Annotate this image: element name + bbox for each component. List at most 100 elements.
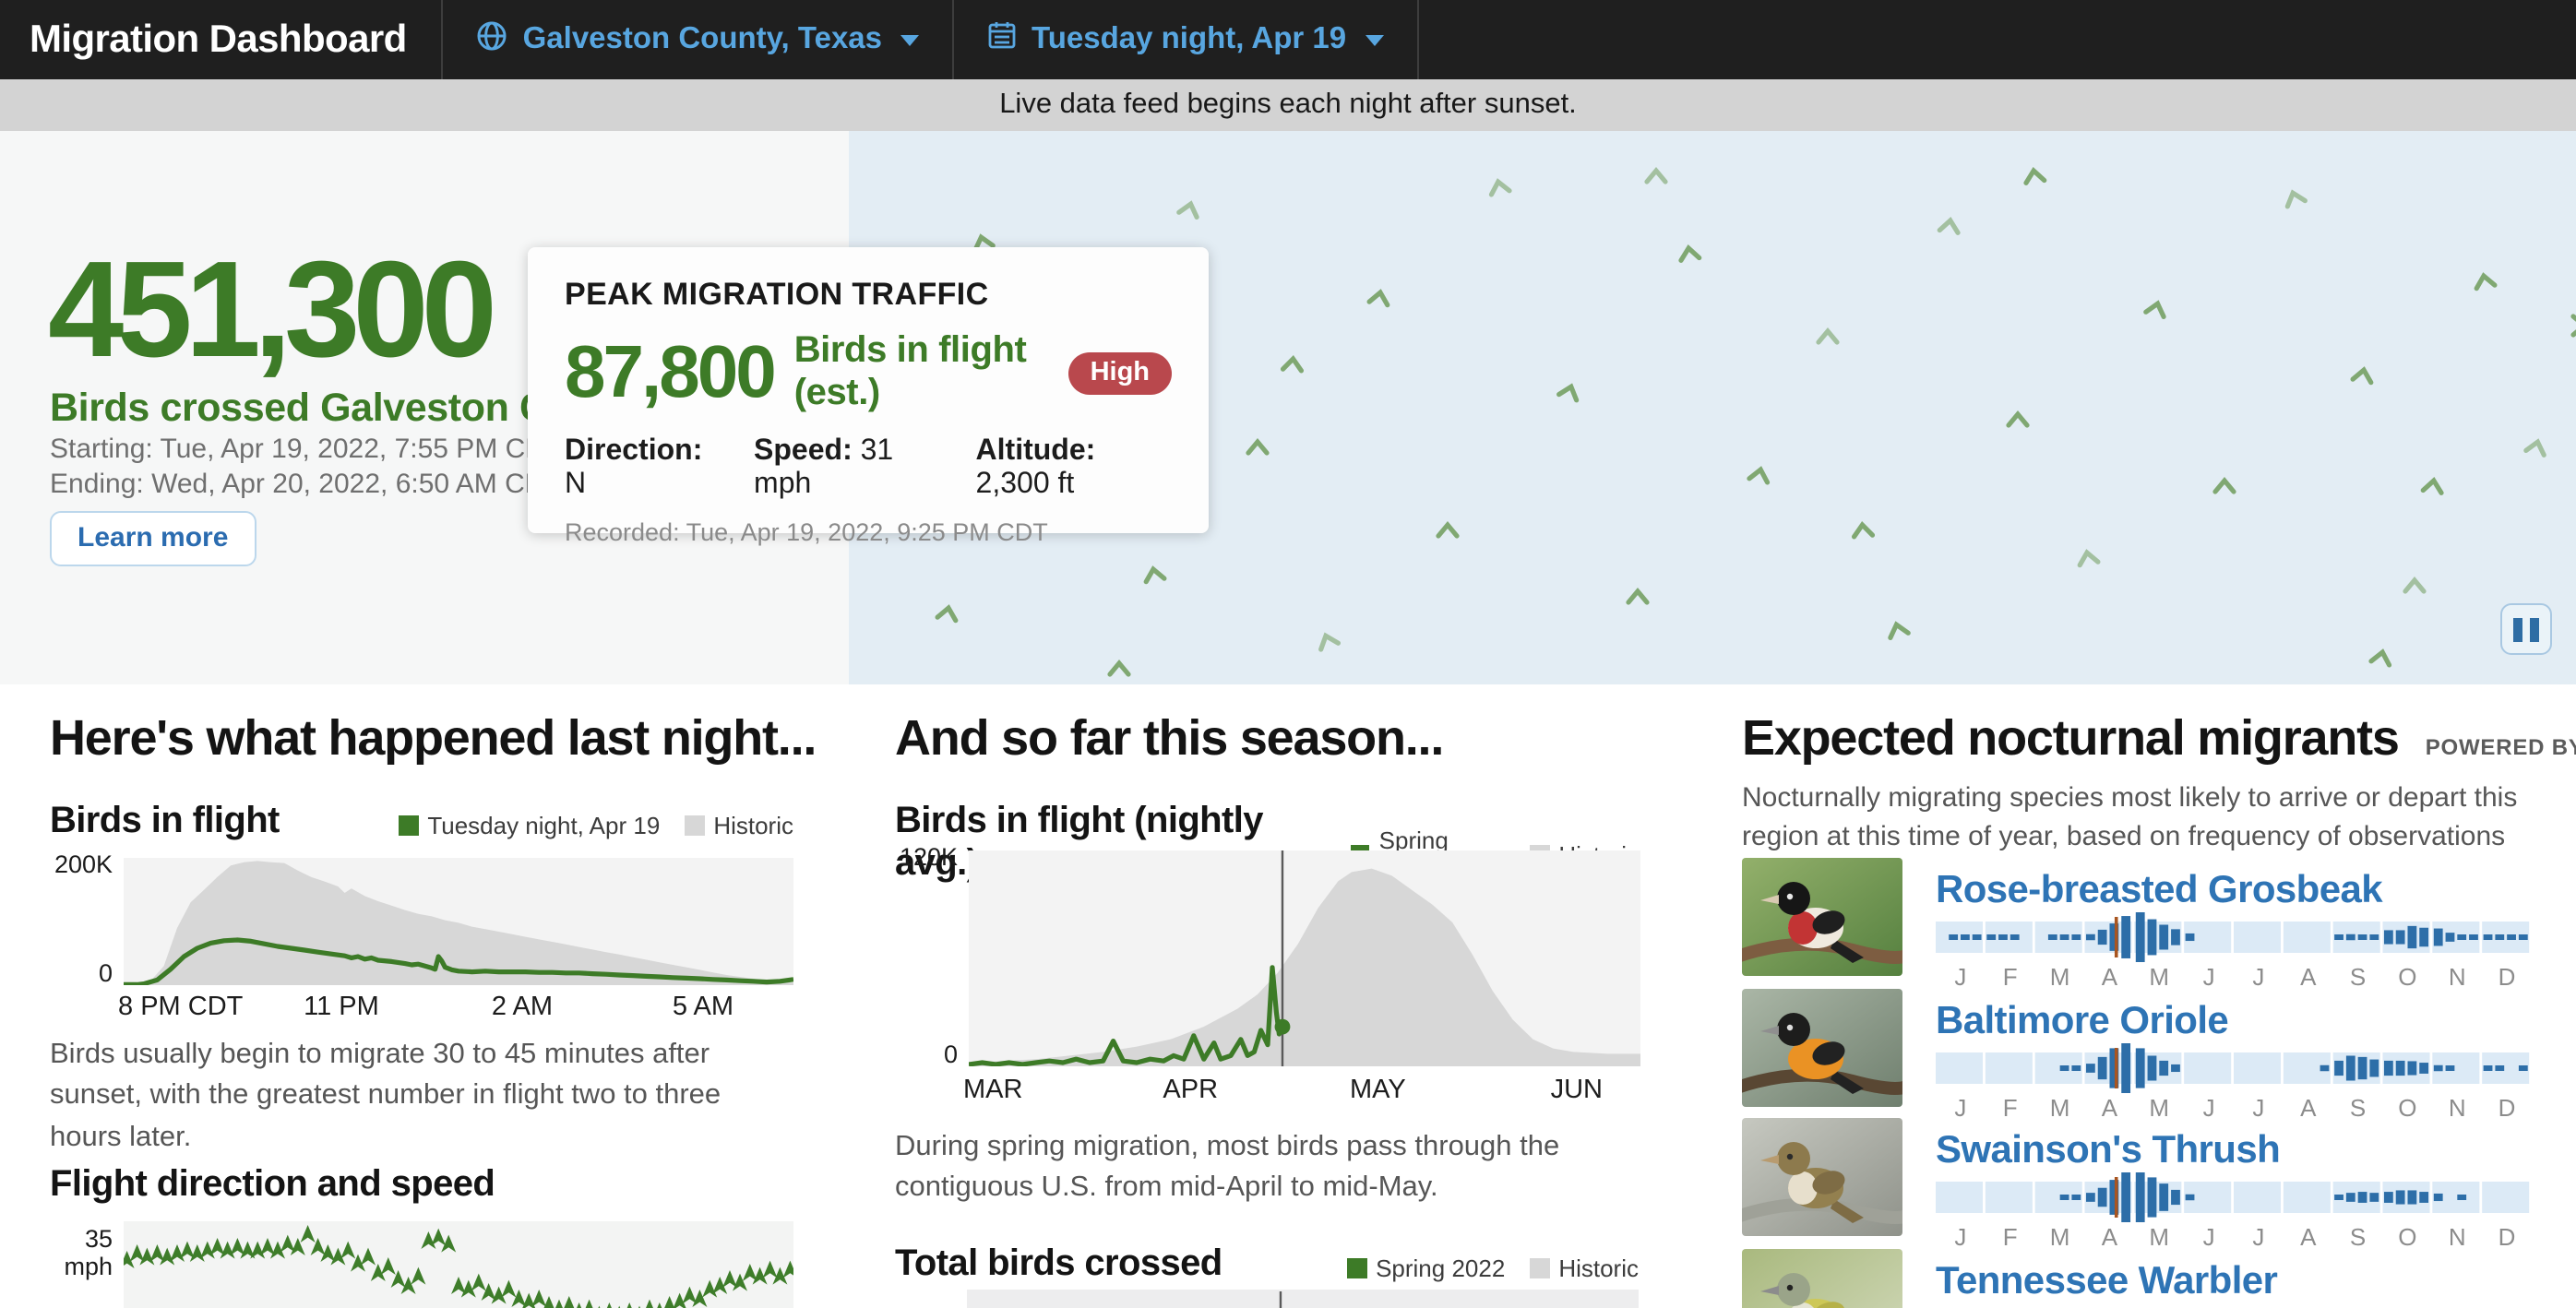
navbar-divider — [1416, 0, 1419, 79]
flight-direction-arrow-icon — [400, 1277, 416, 1294]
x-tick-label: MAR — [962, 1076, 1023, 1105]
legend-label: Tuesday night, Apr 19 — [427, 812, 661, 839]
altitude-label: Altitude: — [975, 435, 1096, 467]
flight-direction-arrow-icon — [119, 1251, 135, 1268]
flight-direction-arrow-icon — [638, 1305, 641, 1308]
species-name-link[interactable]: Tennessee Warbler — [1936, 1259, 2278, 1302]
x-tick-label: 5 AM — [672, 993, 734, 1022]
night-dropdown[interactable]: Tuesday night, Apr 19 — [954, 0, 1416, 79]
y-axis-min-label: 0 — [98, 959, 113, 987]
altitude-value: 2,300 ft — [975, 469, 1075, 500]
bird-mark-icon — [2073, 544, 2101, 572]
bird-mark-icon — [2522, 433, 2551, 462]
species-frequency-chart — [1936, 1172, 2530, 1222]
app-title: Migration Dashboard — [30, 18, 407, 60]
learn-more-button[interactable]: Learn more — [50, 511, 256, 566]
legend-label: Historic — [1558, 1254, 1639, 1282]
migrants-subtitle: Nocturnally migrating species most likel… — [1742, 782, 2518, 853]
flight-direction-arrow-icon — [733, 1273, 747, 1291]
bird-mark-icon — [1108, 657, 1132, 681]
species-frequency-chart — [1936, 912, 2530, 962]
season-column: And so far this season... Birds in fligh… — [895, 684, 1640, 1308]
season-chart — [968, 850, 1640, 1067]
flight-direction-arrow-icon — [351, 1254, 365, 1272]
legend-swatch-icon — [398, 815, 419, 836]
bird-mark-icon — [1676, 240, 1703, 267]
month-tick-label: S — [2349, 1093, 2367, 1121]
month-tick-label: F — [2002, 963, 2018, 991]
month-tick-label: N — [2448, 1223, 2466, 1251]
month-tick-label: M — [2149, 963, 2170, 991]
species-name-link[interactable]: Baltimore Oriole — [1936, 999, 2229, 1041]
month-tick-label: A — [2101, 963, 2118, 991]
last-night-column: Here's what happened last night... Birds… — [50, 684, 817, 1308]
navbar-divider — [441, 0, 444, 79]
flight-direction-speed-title: Flight direction and speed — [50, 1164, 495, 1205]
legend-swatch-icon — [1529, 1258, 1550, 1278]
species-name-link[interactable]: Swainson's Thrush — [1936, 1129, 2281, 1171]
pause-animation-button[interactable] — [2500, 603, 2552, 655]
month-tick-label: M — [2049, 1223, 2070, 1251]
legend-swatch-icon — [684, 815, 705, 836]
species-name-link[interactable]: Rose-breasted Grosbeak — [1936, 869, 2383, 911]
species-photo[interactable] — [1742, 988, 1902, 1106]
flight-direction-arrow-icon — [772, 1266, 788, 1285]
bird-mark-icon — [2367, 644, 2395, 672]
flight-direction-arrow-icon — [598, 1305, 601, 1308]
flight-direction-arrow-icon — [310, 1238, 326, 1255]
x-tick-label: MAY — [1349, 1076, 1406, 1105]
month-tick-label: F — [2002, 1093, 2018, 1121]
powered-by-label: POWERED BY — [2425, 734, 2576, 760]
bird-mark-icon — [2279, 184, 2309, 214]
night-window-times: Starting: Tue, Apr 19, 2022, 7:55 PM CDT… — [50, 434, 562, 502]
species-photo[interactable] — [1742, 858, 1902, 976]
flight-direction-arrow-icon — [531, 1290, 547, 1307]
flight-direction-arrow-icon — [682, 1286, 698, 1304]
species-photo[interactable] — [1742, 1118, 1902, 1236]
bird-photo-illustration — [1742, 858, 1902, 976]
birds-in-flight-title: Birds in flight — [50, 801, 280, 841]
globe-icon — [477, 19, 508, 60]
flight-direction-arrow-icon — [752, 1266, 768, 1285]
bird-mark-icon — [1366, 284, 1393, 312]
flight-direction-arrow-icon — [742, 1264, 757, 1281]
month-tick-label: J — [2252, 963, 2265, 991]
peak-count-label: Birds in flight (est.) — [793, 330, 1027, 413]
flight-direction-arrow-icon — [411, 1266, 426, 1285]
flight-direction-arrow-icon — [657, 1302, 662, 1308]
recorded-timestamp: Recorded: Tue, Apr 19, 2022, 9:25 PM CDT — [565, 518, 1048, 546]
species-photo[interactable] — [1742, 1248, 1902, 1308]
flight-direction-arrow-icon — [270, 1241, 285, 1259]
total-birds-chart — [967, 1290, 1639, 1308]
location-dropdown[interactable]: Galveston County, Texas — [444, 0, 952, 79]
y-axis-max-label: 120K — [899, 843, 958, 871]
last-night-note: Birds usually begin to migrate 30 to 45 … — [50, 1039, 722, 1153]
month-tick-label: J — [2252, 1223, 2265, 1251]
x-tick-label: JUN — [1550, 1076, 1604, 1105]
intensity-badge: High — [1067, 351, 1172, 394]
species-frequency-chart — [1936, 1042, 2530, 1092]
birds-crossed-count: 451,300 — [48, 232, 497, 386]
flight-direction-arrow-icon — [290, 1238, 305, 1255]
bird-mark-icon — [1816, 325, 1840, 349]
flight-direction-arrow-icon — [501, 1279, 517, 1298]
bird-mark-icon — [1280, 351, 1306, 377]
flight-direction-arrow-icon — [460, 1279, 476, 1298]
total-birds-legend: Spring 2022 Historic — [1346, 1254, 1639, 1286]
flight-direction-arrow-icon — [522, 1292, 536, 1308]
month-tick-label: J — [1954, 1093, 1967, 1121]
flight-direction-arrow-icon — [712, 1277, 728, 1294]
bird-mark-icon — [2213, 474, 2237, 498]
month-tick-label: J — [2202, 1223, 2215, 1251]
bird-mark-icon — [1312, 625, 1342, 656]
birds-in-flight-legend: Tuesday night, Apr 19 Historic — [398, 812, 793, 843]
chevron-down-icon — [1365, 34, 1384, 45]
month-tick-label: F — [2002, 1223, 2018, 1251]
flight-direction-arrow-icon — [606, 1302, 612, 1308]
peak-metrics: Direction: N Speed: 31 mph Altitude: 2,3… — [565, 435, 1172, 502]
flight-direction-arrow-icon — [390, 1270, 406, 1288]
flight-direction-arrow-icon — [260, 1238, 275, 1255]
